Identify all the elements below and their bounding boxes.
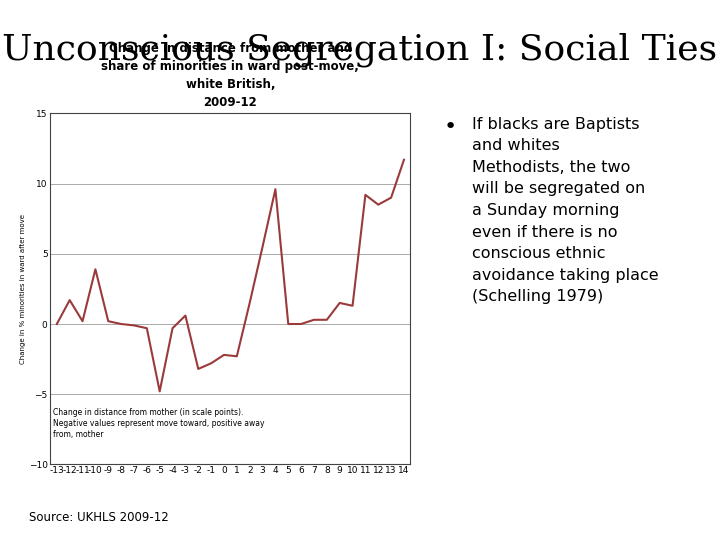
Text: Unconscious Segregation I: Social Ties: Unconscious Segregation I: Social Ties bbox=[2, 32, 718, 67]
Text: •: • bbox=[444, 117, 456, 137]
Y-axis label: Change in % minorities in ward after move: Change in % minorities in ward after mov… bbox=[20, 214, 26, 364]
Text: Change in distance from mother (in scale points).
Negative values represent move: Change in distance from mother (in scale… bbox=[53, 408, 264, 440]
Text: Source: UKHLS 2009-12: Source: UKHLS 2009-12 bbox=[29, 511, 168, 524]
Title: Change in distance from mother and
share of minorities in ward post-move,
white : Change in distance from mother and share… bbox=[102, 43, 359, 110]
Text: If blacks are Baptists
and whites
Methodists, the two
will be segregated on
a Su: If blacks are Baptists and whites Method… bbox=[472, 117, 659, 305]
